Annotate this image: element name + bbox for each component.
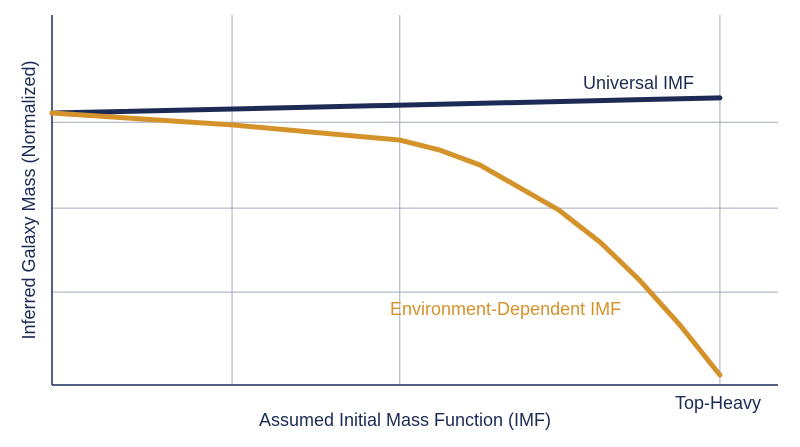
x-axis-label: Assumed Initial Mass Function (IMF)	[259, 410, 551, 430]
series-label: Universal IMF	[583, 73, 694, 93]
line	[49, 95, 723, 116]
x-end-label: Top-Heavy	[675, 393, 761, 413]
series-label: Environment-Dependent IMF	[390, 299, 621, 319]
line	[49, 110, 723, 378]
y-axis-label: Inferred Galaxy Mass (Normalized)	[19, 60, 39, 339]
